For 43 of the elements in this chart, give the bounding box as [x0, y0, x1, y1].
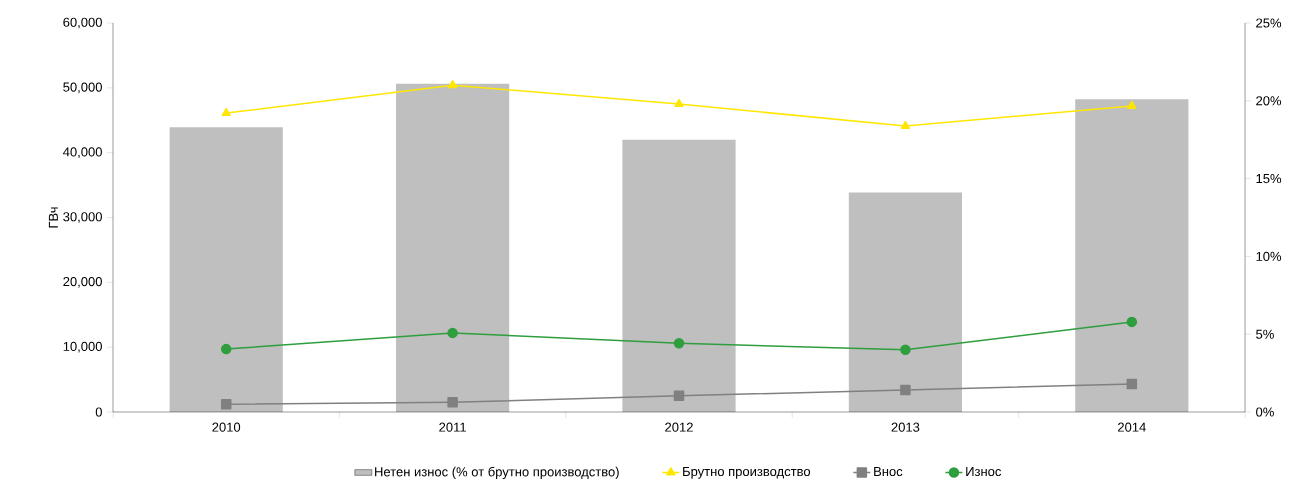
point [221, 107, 231, 117]
point [900, 120, 911, 130]
x-tick-label: 2010 [212, 422, 241, 432]
legend-label: Износ [966, 467, 1002, 477]
legend-label: Нетен износ (% от брутно производство) [375, 466, 619, 479]
legend-label: Внос [874, 467, 903, 477]
y-tick-label: 10,000 [63, 341, 102, 353]
point [447, 397, 458, 408]
bar [169, 127, 283, 412]
y2-tick-label: 20% [1256, 96, 1282, 106]
y-tick-label: 50,000 [63, 82, 102, 94]
y2-tick-label: 5% [1256, 329, 1274, 339]
point [900, 344, 911, 356]
point [1126, 378, 1138, 390]
point [1127, 100, 1137, 109]
y2-tick-label: 25% [1256, 18, 1282, 28]
x-tick-label: 2012 [665, 422, 693, 432]
bar [396, 83, 510, 412]
y2-tick-label: 10% [1256, 251, 1282, 261]
point [673, 338, 685, 349]
point [220, 343, 232, 355]
bar [622, 139, 736, 412]
y-tick-label: 60,000 [63, 17, 102, 29]
y-tick-label: 40,000 [63, 147, 102, 159]
point [900, 384, 911, 396]
x-tick-label: 2013 [891, 422, 920, 432]
x-tick-label: 2014 [1118, 422, 1146, 432]
point [220, 398, 232, 410]
y-tick-label: 20,000 [63, 276, 102, 288]
bar [1075, 99, 1189, 412]
x-tick-label: 2011 [439, 422, 466, 432]
legend-label: Брутно производство [683, 467, 811, 479]
point [447, 79, 458, 89]
bar [848, 192, 963, 412]
y-axis-title: ГВч [48, 207, 58, 228]
point [673, 390, 685, 402]
y2-tick-label: 0% [1256, 407, 1274, 417]
y-tick-label: 0 [95, 407, 102, 417]
point [447, 327, 458, 339]
y-tick-label: 30,000 [63, 212, 102, 223]
point [1126, 316, 1138, 328]
point [674, 98, 684, 108]
y2-tick-label: 15% [1256, 174, 1282, 184]
